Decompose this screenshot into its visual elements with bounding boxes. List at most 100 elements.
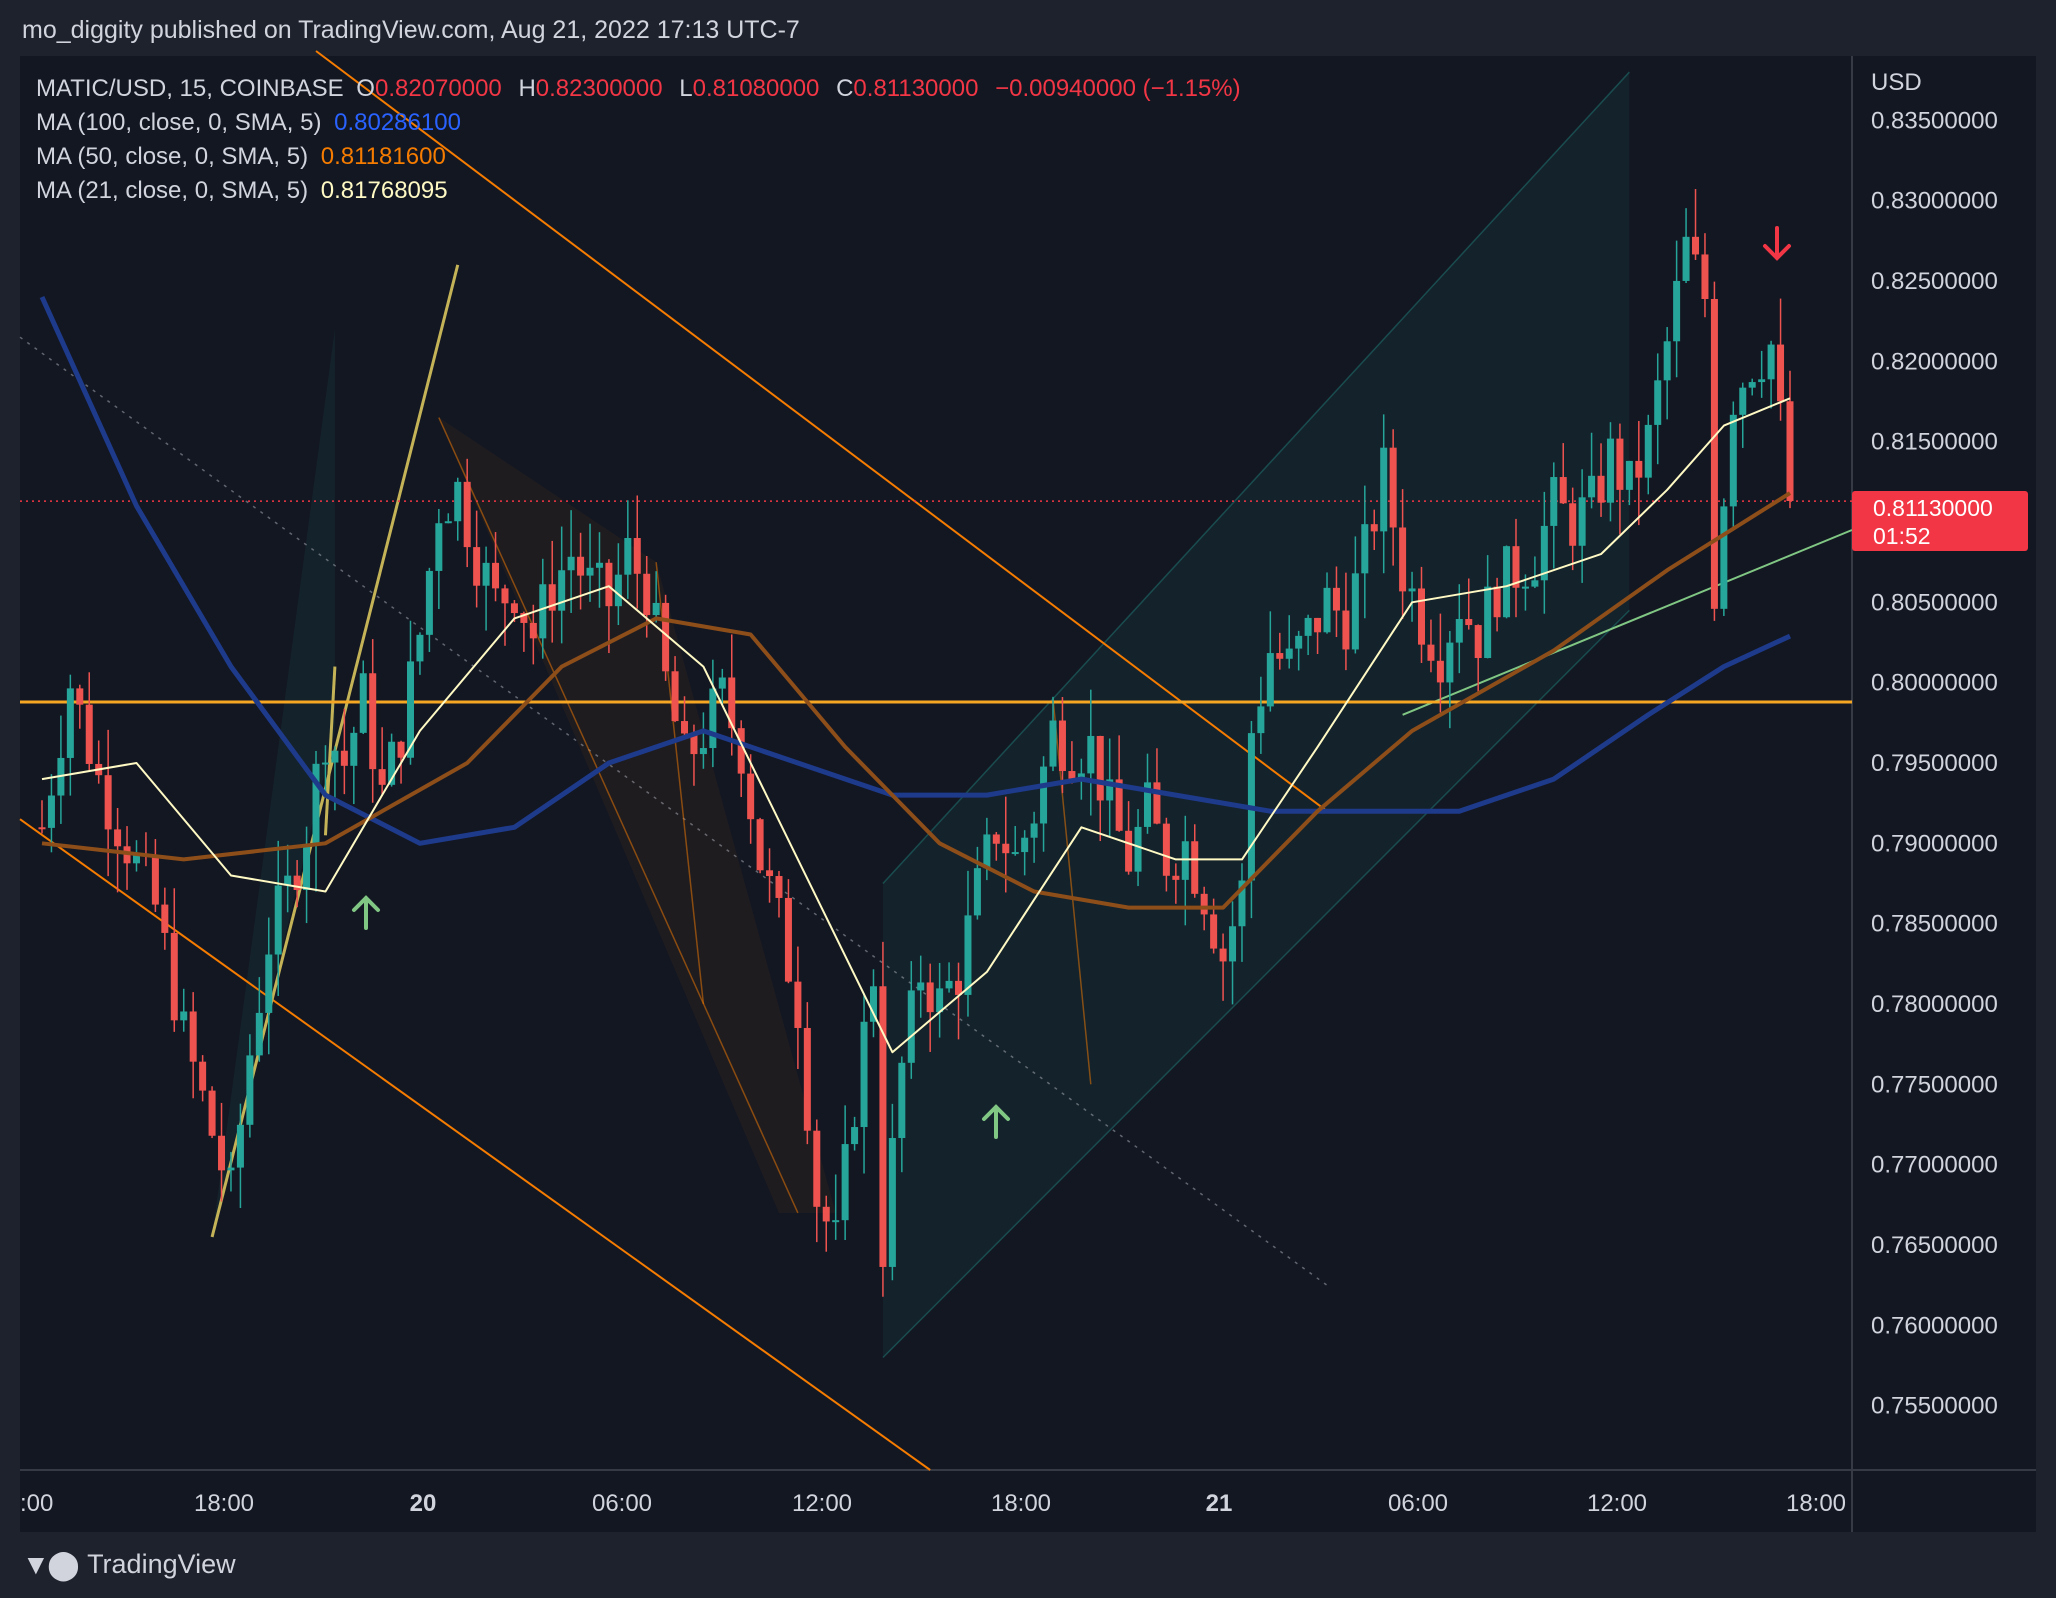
candle-body	[227, 1167, 235, 1171]
candle-body	[1257, 706, 1265, 734]
candle-body	[747, 773, 755, 820]
time-axis-tick: :00	[20, 1490, 53, 1517]
candle-body	[284, 875, 292, 886]
candle-body	[964, 915, 972, 995]
candle-body	[199, 1061, 207, 1091]
candle-body	[1143, 782, 1151, 827]
time-axis-tick: 20	[410, 1490, 437, 1517]
candle-body	[813, 1130, 821, 1207]
candle-body	[350, 732, 358, 766]
candle-body	[369, 673, 377, 770]
candle-body	[312, 763, 320, 846]
candle-body	[1720, 506, 1728, 609]
candle-body	[66, 688, 74, 758]
wedge-trendline	[323, 666, 337, 836]
candle-body	[359, 673, 367, 733]
candle-body	[1304, 617, 1312, 636]
candle-body	[1625, 460, 1633, 490]
price-axis-currency: USD	[1871, 69, 1922, 96]
sell-arrow-icon	[1763, 226, 1791, 261]
candle-body	[1380, 447, 1388, 532]
tradingview-brand[interactable]: ▼⬤ TradingView	[22, 1548, 236, 1581]
candle-body	[1644, 424, 1652, 478]
candle-body	[1058, 720, 1066, 772]
candle-body	[1540, 525, 1548, 581]
candle-body	[265, 954, 273, 1013]
candle-body	[567, 556, 575, 571]
candle-body	[1484, 586, 1492, 658]
candle-body	[435, 523, 443, 571]
candle-body	[1692, 236, 1700, 255]
time-axis-tick: 18:00	[194, 1490, 254, 1517]
candle-body	[1654, 380, 1662, 425]
candle-body	[1399, 527, 1407, 592]
candle-body	[1314, 617, 1322, 633]
candle-body	[1096, 735, 1104, 801]
legend-ma21-row[interactable]: MA (21, close, 0, SMA, 5) 0.81768095	[36, 174, 1241, 208]
legend-close-label: C	[836, 75, 854, 102]
legend-open: 0.82070000	[374, 75, 502, 102]
candle-body	[1030, 823, 1038, 838]
candle-body	[1115, 779, 1123, 831]
candle-body	[907, 990, 915, 1063]
candle-body	[529, 622, 537, 639]
price-axis-tick: 0.81500000	[1871, 429, 1998, 456]
candle-body	[331, 750, 339, 763]
left-wedge-fill	[212, 329, 335, 1238]
price-axis-tick: 0.76000000	[1871, 1312, 1998, 1339]
candle-body	[690, 733, 698, 755]
candle-body	[1295, 635, 1303, 649]
candle-body	[1710, 299, 1718, 609]
buy-arrow-icon	[982, 1104, 1010, 1139]
candle-body	[1181, 841, 1189, 880]
candle-body	[1040, 766, 1048, 824]
candle-body	[236, 1124, 244, 1168]
candle-body	[180, 1011, 188, 1021]
candle-body	[38, 827, 46, 830]
time-axis-tick: 18:00	[991, 1490, 1051, 1517]
price-axis-tick: 0.80500000	[1871, 589, 1998, 616]
candle-body	[1663, 341, 1671, 381]
chart-pane[interactable]	[20, 56, 2036, 1532]
candle-body	[1323, 587, 1331, 633]
candle-body	[104, 775, 112, 830]
price-axis-tick: 0.79000000	[1871, 830, 1998, 857]
candle-body	[501, 588, 509, 604]
candle-body	[303, 845, 311, 890]
candle-body	[898, 1062, 906, 1139]
candle-body	[784, 897, 792, 982]
candle-body	[1408, 588, 1416, 592]
candle-body	[1503, 546, 1511, 618]
candle-body	[860, 1021, 868, 1128]
candle-body	[1172, 875, 1180, 880]
legend-symbol[interactable]: MATIC/USD, 15, COINBASE	[36, 75, 344, 102]
candle-body	[822, 1206, 830, 1222]
candle-body	[1049, 720, 1057, 767]
candle-body	[1332, 587, 1340, 611]
candle-body	[1219, 948, 1227, 962]
candle-body	[917, 982, 925, 991]
legend-ma50-row[interactable]: MA (50, close, 0, SMA, 5) 0.81181600	[36, 140, 1241, 174]
legend-ma100-row[interactable]: MA (100, close, 0, SMA, 5) 0.80286100	[36, 106, 1241, 140]
candle-body	[1342, 610, 1350, 650]
candle-body	[1210, 914, 1218, 949]
candle-body	[47, 795, 55, 828]
last-price-tag: 0.81130000 01:52	[1852, 491, 2028, 551]
candle-body	[775, 876, 783, 898]
price-axis-tick: 0.75500000	[1871, 1393, 1998, 1420]
candle-body	[1370, 524, 1378, 532]
price-axis-tick: 0.79500000	[1871, 750, 1998, 777]
candle-body	[1758, 379, 1766, 383]
candle-body	[1418, 588, 1426, 645]
candle-body	[766, 870, 774, 877]
candle-body	[340, 750, 348, 766]
legend-ma50-label: MA (50, close, 0, SMA, 5)	[36, 143, 309, 170]
candle-body	[1134, 826, 1142, 872]
candle-body	[1153, 782, 1161, 824]
candle-body	[1011, 852, 1019, 855]
candle-body	[1465, 619, 1473, 626]
candle-body	[841, 1144, 849, 1221]
legend-close: 0.81130000	[853, 75, 979, 102]
candle-body	[983, 834, 991, 869]
